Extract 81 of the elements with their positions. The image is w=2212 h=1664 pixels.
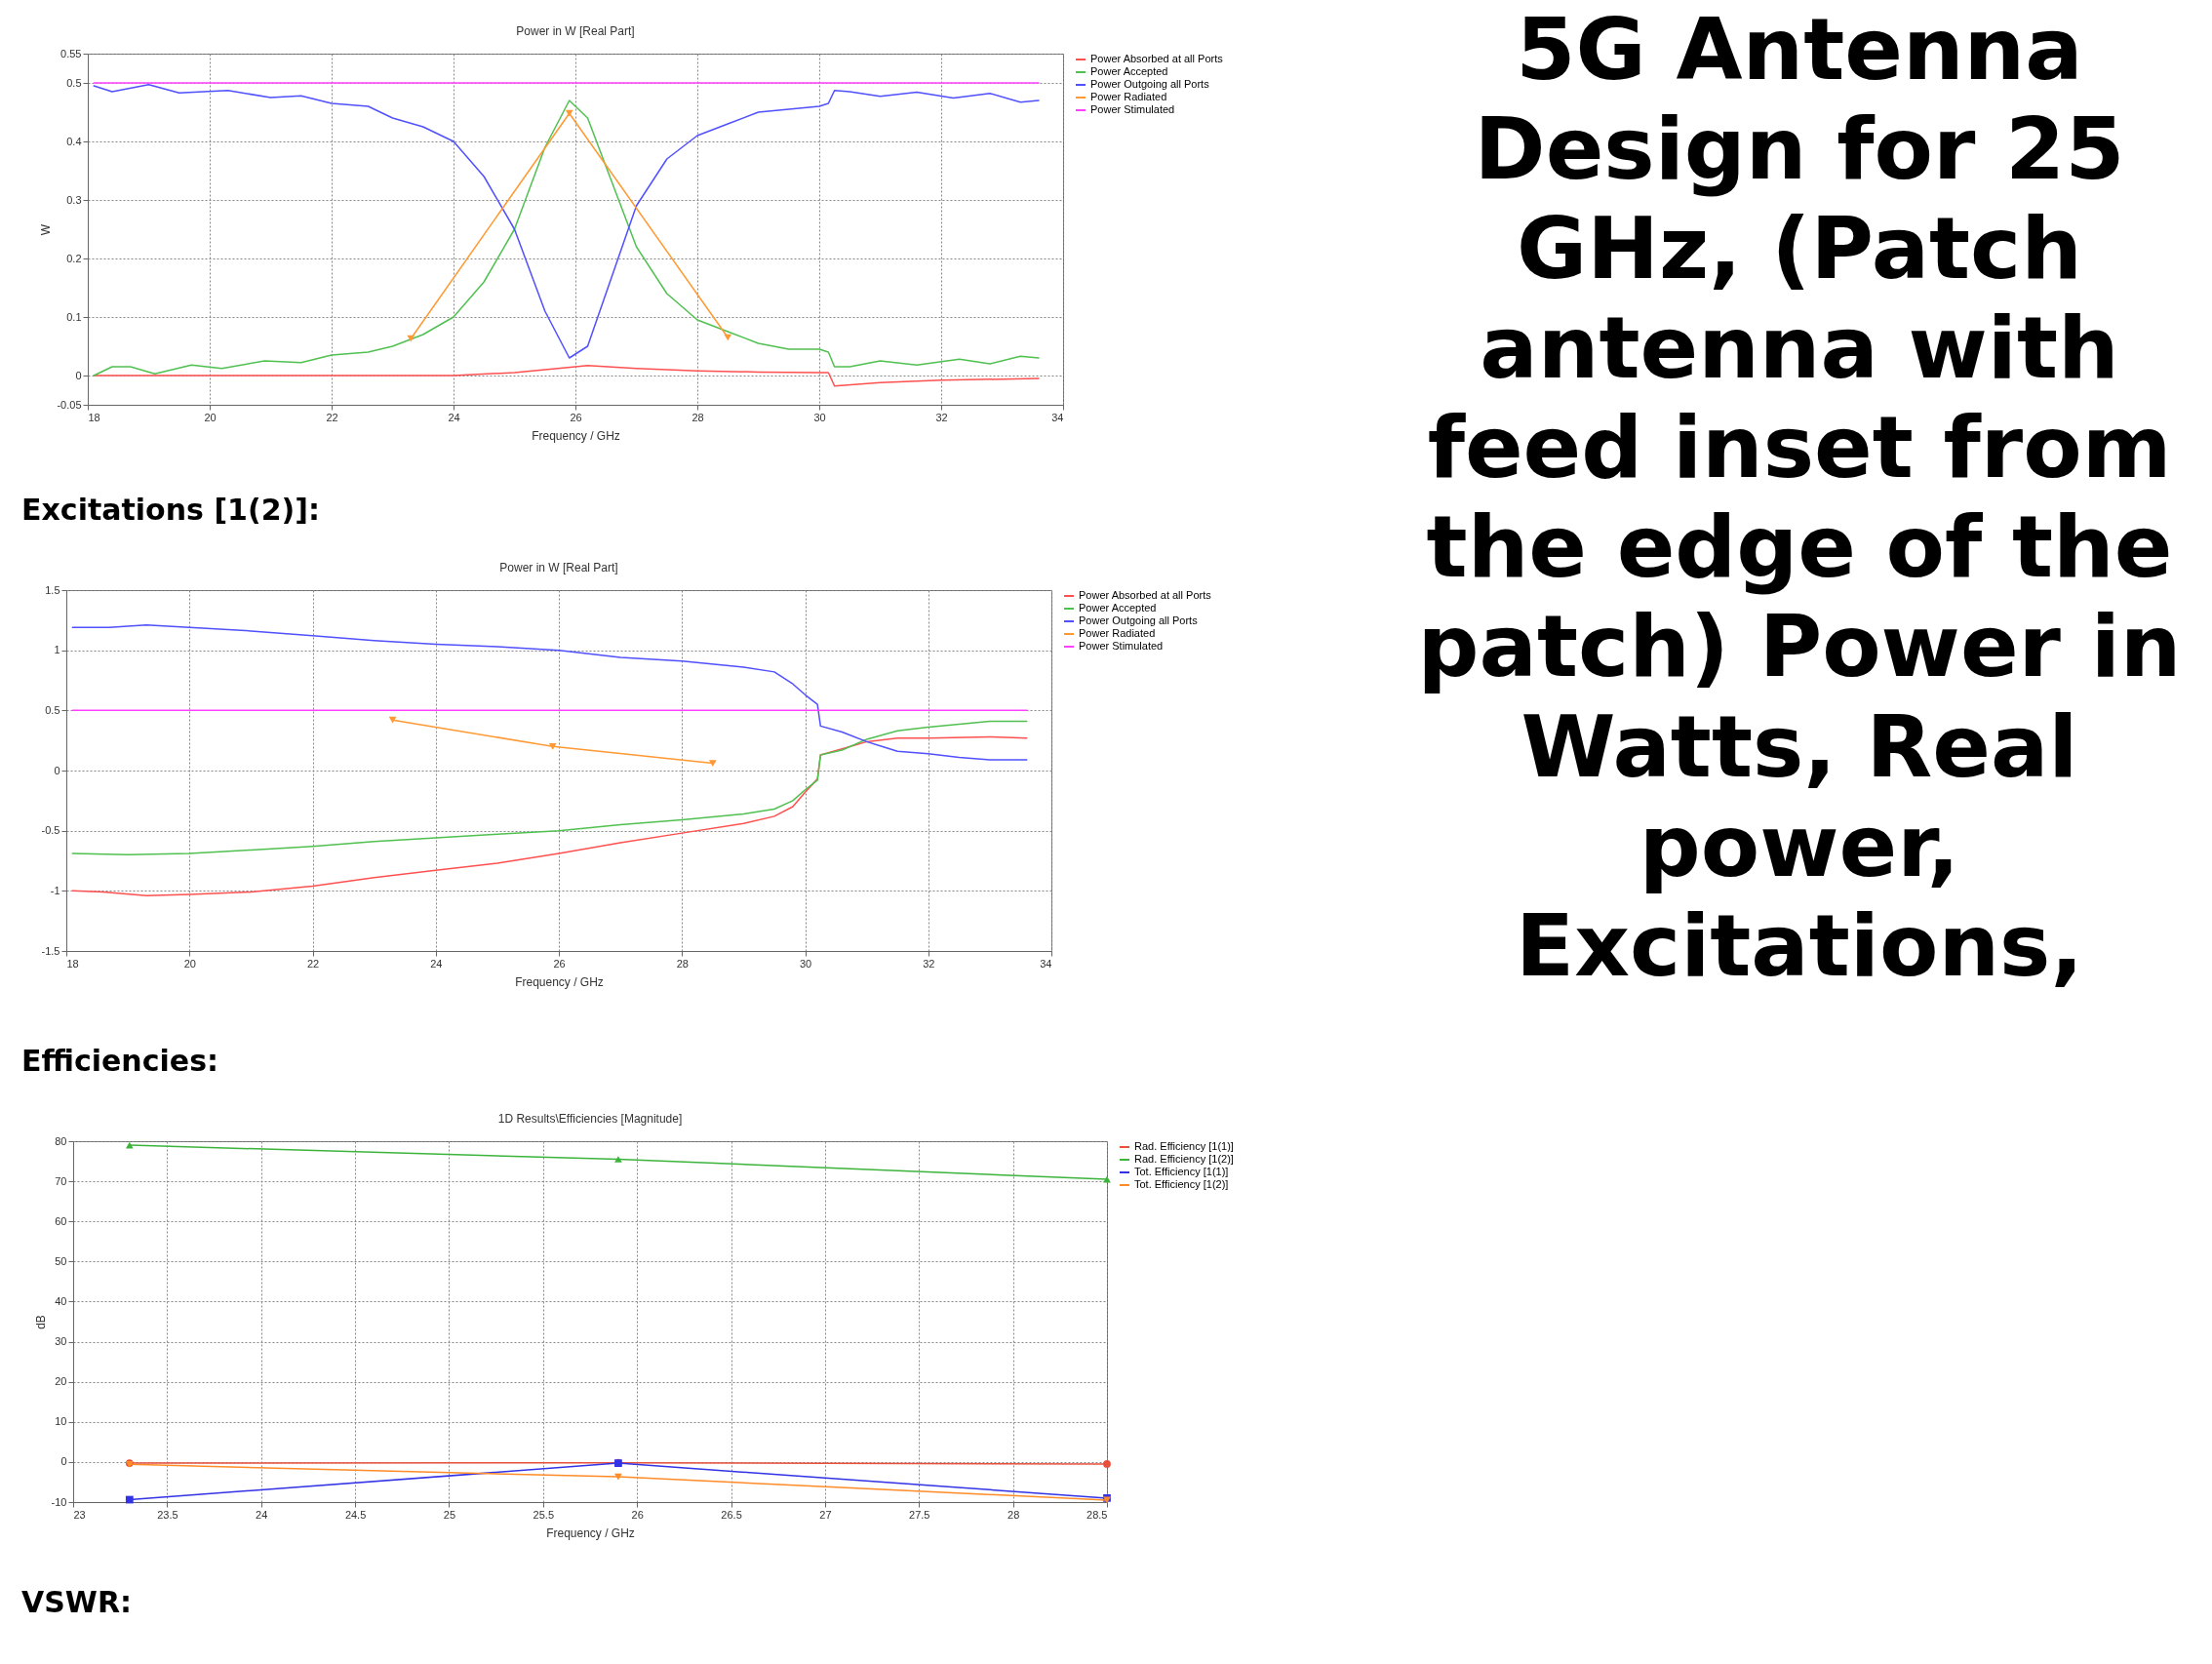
legend-label: Power Accepted <box>1090 65 1168 77</box>
x-axis-title: Frequency / GHz <box>515 974 604 989</box>
legend-label: Power Absorbed at all Ports <box>1090 53 1224 64</box>
text: Excitations [1(2)]: <box>21 493 320 527</box>
y-tick-label: -0.5 <box>41 824 60 837</box>
y-tick-label: -10 <box>51 1495 67 1508</box>
x-tick-label: 28 <box>1007 1508 1020 1521</box>
x-tick-label: 30 <box>813 411 826 423</box>
y-tick-label: 80 <box>55 1134 67 1147</box>
x-tick-label: 18 <box>88 411 100 423</box>
x-tick-label: 22 <box>306 957 320 970</box>
x-tick-label: 32 <box>923 957 935 970</box>
y-tick-label: 20 <box>55 1375 67 1388</box>
legend-label: Tot. Efficiency [1(1)] <box>1134 1166 1229 1177</box>
legend-label: Power Stimulated <box>1090 103 1175 115</box>
x-tick-label: 23.5 <box>157 1508 178 1521</box>
y-tick-label: 50 <box>55 1254 67 1267</box>
x-axis-title: Frequency / GHz <box>546 1525 635 1540</box>
x-tick-label: 18 <box>66 957 79 970</box>
x-tick-label: 25 <box>443 1508 456 1521</box>
legend-label: Power Outgoing all Ports <box>1079 614 1199 626</box>
x-tick-label: 32 <box>935 411 948 423</box>
x-tick-label: 26 <box>553 957 566 970</box>
y-tick-label: -0.05 <box>57 398 82 411</box>
legend-label: Power Radiated <box>1090 91 1167 102</box>
legend-label: Rad. Efficiency [1(2)] <box>1134 1153 1234 1165</box>
text: 5G Antenna Design for 25 GHz, (Patch antenna with feed inset from the edge of the patch) Power in Watts, Real power, Excitations, <box>1417 0 2182 996</box>
x-tick-label: 26 <box>570 411 582 423</box>
y-tick-label: 1 <box>54 644 60 656</box>
y-axis-title: W <box>39 223 54 236</box>
x-tick-label: 25.5 <box>533 1508 555 1521</box>
legend-label: Power Accepted <box>1079 602 1157 614</box>
y-tick-label: 0.5 <box>45 703 60 716</box>
y-tick-label: 1.5 <box>45 583 60 596</box>
y-tick-label: 70 <box>55 1174 67 1187</box>
y-tick-label: -1 <box>50 884 60 896</box>
y-tick-label: 0.1 <box>66 310 82 323</box>
y-tick-label: 0.55 <box>60 47 82 59</box>
x-tick-label: 27.5 <box>909 1508 930 1521</box>
x-tick-label: 20 <box>204 411 217 423</box>
x-tick-label: 23 <box>73 1508 86 1521</box>
chart-title: 1D Results\Efficiencies [Magnitude] <box>497 1112 683 1126</box>
chart-title: Power in W [Real Part] <box>499 561 618 574</box>
legend-label: Power Stimulated <box>1079 640 1164 652</box>
x-tick-label: 22 <box>326 411 338 423</box>
x-tick-label: 24 <box>256 1508 268 1521</box>
y-tick-label: 0.4 <box>66 135 82 147</box>
text: Efficiencies: <box>21 1044 218 1078</box>
y-tick-label: -1.5 <box>41 944 60 957</box>
chart-title: Power in W [Real Part] <box>516 24 635 38</box>
legend-label: Power Radiated <box>1079 627 1156 639</box>
x-tick-label: 34 <box>1051 411 1064 423</box>
x-tick-label: 24 <box>448 411 460 423</box>
x-tick-label: 26 <box>631 1508 644 1521</box>
x-tick-label: 20 <box>183 957 196 970</box>
x-tick-label: 30 <box>799 957 812 970</box>
x-tick-label: 24.5 <box>344 1508 367 1521</box>
y-tick-label: 0.3 <box>66 193 82 206</box>
y-tick-label: 30 <box>55 1335 67 1348</box>
x-tick-label: 27 <box>819 1508 832 1521</box>
y-tick-label: 10 <box>55 1415 67 1428</box>
x-tick-label: 28 <box>676 957 689 970</box>
legend-label: Rad. Efficiency [1(1)] <box>1134 1140 1234 1152</box>
x-tick-label: 34 <box>1040 957 1052 970</box>
x-tick-label: 28 <box>691 411 704 423</box>
legend-label: Tot. Efficiency [1(2)] <box>1134 1178 1229 1190</box>
y-tick-label: 0 <box>75 369 82 381</box>
y-axis-title: dB <box>33 1315 48 1329</box>
legend-label: Power Outgoing all Ports <box>1090 78 1210 90</box>
text: VSWR: <box>21 1585 133 1619</box>
x-tick-label: 28.5 <box>1086 1508 1108 1521</box>
y-tick-label: 0.2 <box>66 252 82 264</box>
y-tick-label: 40 <box>55 1294 67 1307</box>
y-tick-label: 0.5 <box>66 76 82 89</box>
x-tick-label: 26.5 <box>721 1508 742 1521</box>
x-tick-label: 24 <box>430 957 443 970</box>
y-tick-label: 60 <box>55 1214 67 1227</box>
y-tick-label: 0 <box>54 764 60 776</box>
x-axis-title: Frequency / GHz <box>532 428 620 443</box>
legend-label: Power Absorbed at all Ports <box>1079 589 1212 601</box>
y-tick-label: 0 <box>60 1455 67 1468</box>
